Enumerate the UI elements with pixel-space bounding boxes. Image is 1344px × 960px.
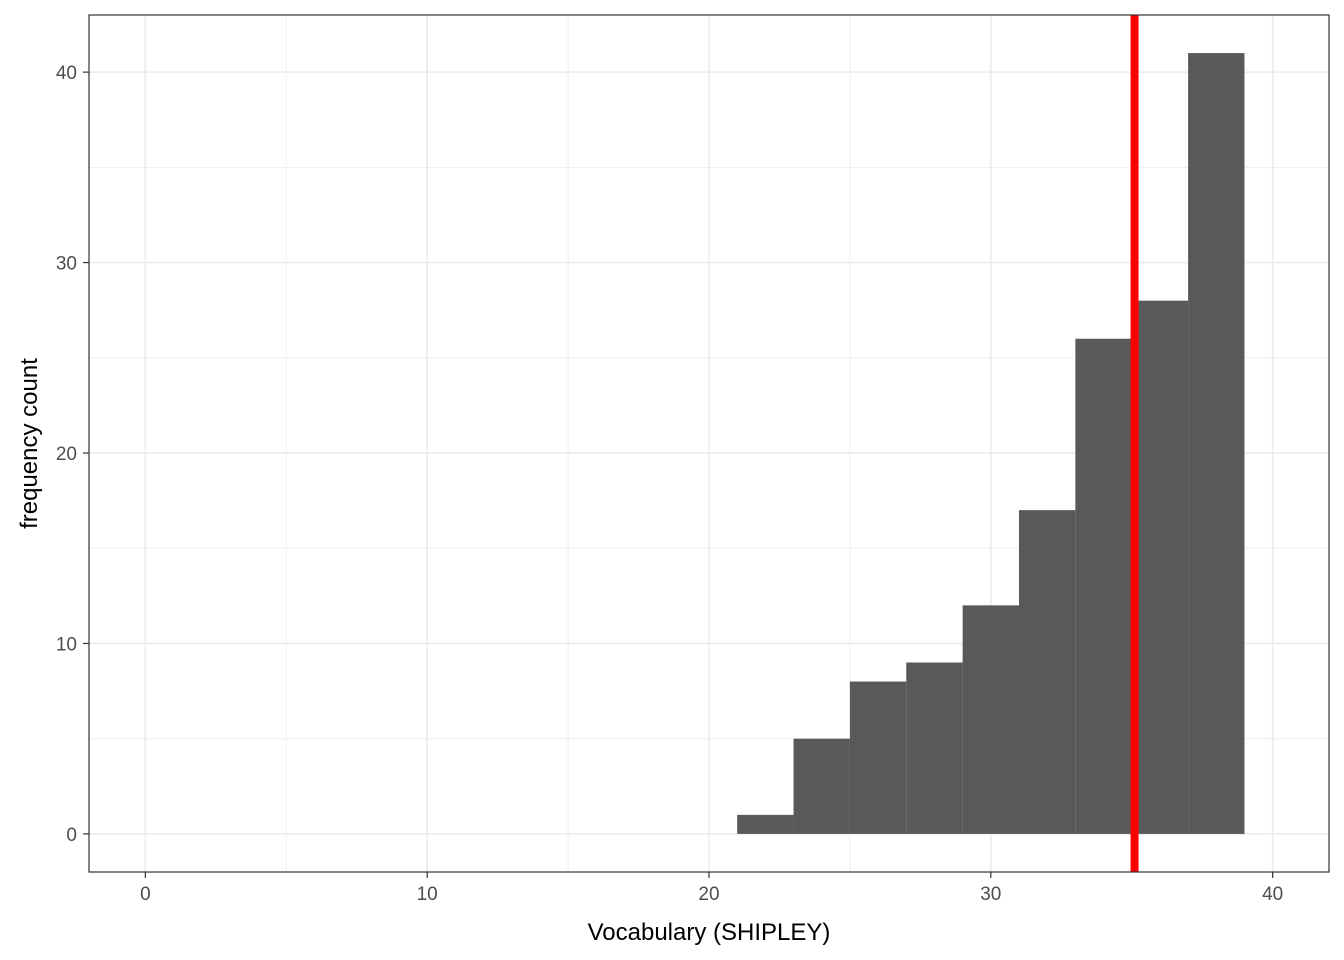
histogram-bars <box>737 53 1245 834</box>
x-tick-label: 30 <box>980 884 1001 905</box>
histogram-bar <box>737 814 794 834</box>
y-axis: 0 10 20 30 40 <box>56 63 89 846</box>
x-tick-label: 10 <box>417 884 438 905</box>
y-tick-label: 10 <box>56 634 77 655</box>
y-tick-label: 20 <box>56 444 77 465</box>
histogram-bar <box>849 681 907 834</box>
y-tick-label: 30 <box>56 254 77 275</box>
histogram-bar <box>793 738 850 834</box>
x-tick-label: 20 <box>698 884 719 905</box>
histogram-bar <box>1075 338 1132 834</box>
x-axis: 0 10 20 30 40 <box>140 872 1283 905</box>
x-axis-title: Vocabulary (SHIPLEY) <box>588 919 831 946</box>
histogram-bar <box>962 605 1019 834</box>
histogram-bar <box>1131 300 1189 834</box>
x-tick-label: 40 <box>1262 884 1283 905</box>
histogram-bar <box>906 662 963 834</box>
histogram-bar <box>1188 53 1245 834</box>
x-tick-label: 0 <box>140 884 151 905</box>
y-tick-label: 40 <box>56 63 77 84</box>
y-tick-label: 0 <box>66 825 77 846</box>
y-axis-title: frequency count <box>16 358 43 529</box>
histogram-bar <box>1019 510 1076 834</box>
